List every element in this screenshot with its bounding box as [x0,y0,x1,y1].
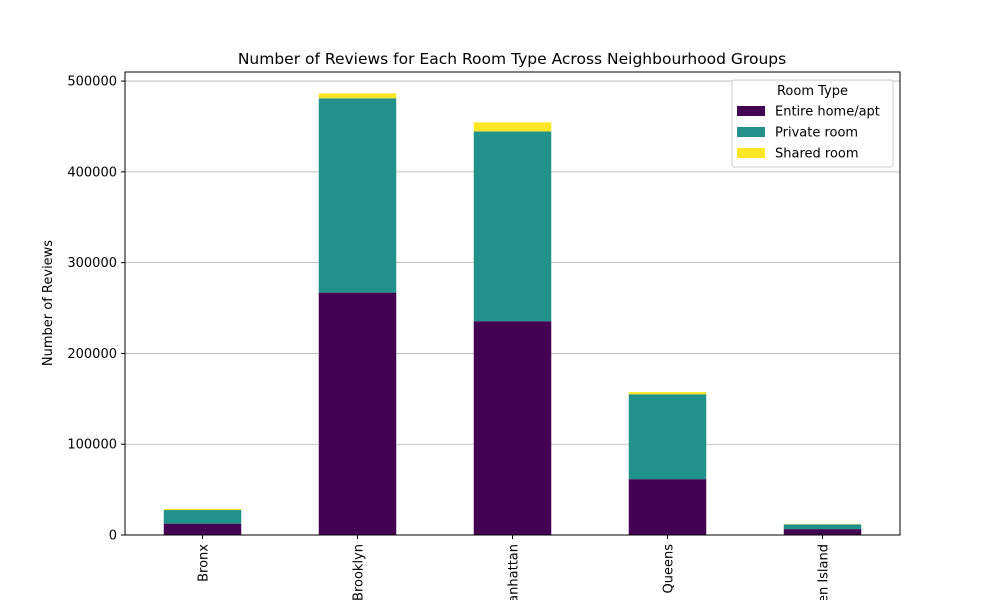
legend-swatch [737,106,765,116]
axes: 0 100000 200000 300000 400000 500000 Bronx Broo… [67,71,901,600]
chart-title: Number of Reviews for Each Room Type Acr… [238,50,786,68]
bar-manhattan-entire-home-apt [473,321,552,535]
bar-manhattan-shared-room [473,122,552,132]
legend: Room Type Entire home/apt Private room Shar… [731,79,894,168]
y-tick-label: 0 [109,529,117,544]
legend-box [731,79,894,168]
y-tick-label: 100000 [67,438,117,453]
x-tick-labels: Bronx Brooklyn Manhattan Queens Staten Islan… [197,544,832,600]
bar-bronx-shared-room [163,508,242,511]
x-tick-label: Queens [662,544,677,594]
x-tick-label: Brooklyn [352,544,367,600]
bar-brooklyn-entire-home-apt [318,292,397,535]
legend-swatch [737,148,765,158]
y-tick-label: 500000 [67,75,117,90]
bar-manhattan-private-room [473,131,552,322]
bar-bronx-entire-home-apt [163,523,242,535]
legend-swatch [737,127,765,137]
y-axis-label: Number of Reviews [41,240,56,366]
bars [163,93,862,535]
bar-staten-island-entire-home-apt [783,529,862,535]
legend-label: Private room [775,126,858,141]
bar-queens-entire-home-apt [628,479,707,535]
x-tick-label: Staten Island [817,544,832,600]
y-tick-label: 400000 [67,165,117,180]
bar-staten-island-private-room [783,524,862,530]
bar-queens-shared-room [628,392,707,395]
legend-label: Shared room [775,147,859,162]
bar-brooklyn-shared-room [318,93,397,99]
bar-brooklyn-private-room [318,98,397,293]
legend-label: Entire home/apt [775,105,880,120]
bar-queens-private-room [628,394,707,480]
y-tick-label: 300000 [67,256,117,271]
x-tick-label: Manhattan [507,544,522,600]
bar-bronx-private-room [163,510,242,524]
y-tick-label: 200000 [67,347,117,362]
legend-title: Room Type [777,84,848,99]
x-tick-label: Bronx [197,544,212,582]
